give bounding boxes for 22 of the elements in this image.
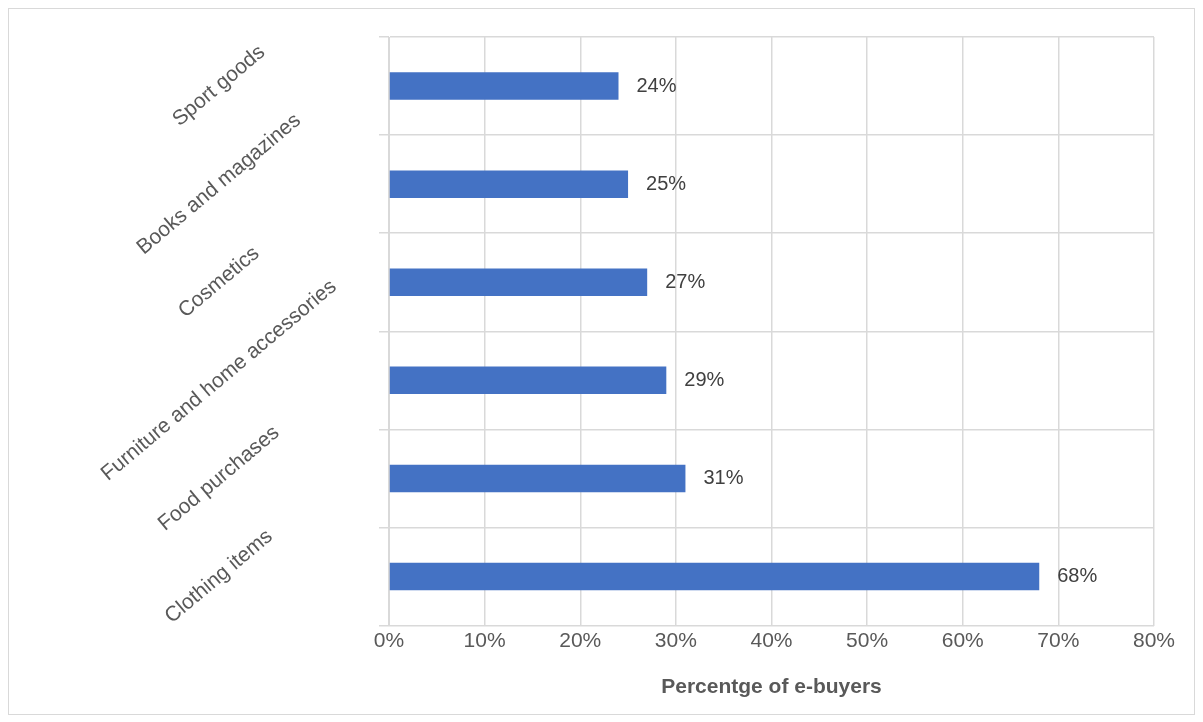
data-label: 24% <box>636 73 677 96</box>
data-label: 68% <box>1057 564 1098 587</box>
x-tick-label: 40% <box>750 628 793 651</box>
x-tick-label: 80% <box>1132 628 1176 651</box>
bar <box>389 170 629 198</box>
data-label: 27% <box>665 269 706 292</box>
bar <box>389 268 648 296</box>
x-tick-label: 50% <box>846 628 889 651</box>
data-label: 29% <box>684 367 725 390</box>
x-tick-label: 70% <box>1037 628 1080 651</box>
x-tick-label: 0% <box>373 628 405 651</box>
bar <box>389 72 619 100</box>
data-label: 25% <box>646 171 687 194</box>
x-tick-label: 60% <box>941 628 984 651</box>
bar <box>389 366 667 395</box>
x-tick-label: 20% <box>559 628 602 651</box>
x-axis-title: Percentge of e-buyers <box>661 674 882 698</box>
x-tick-label: 30% <box>654 628 697 651</box>
bar <box>389 562 1040 591</box>
bar <box>389 464 686 493</box>
x-tick-label: 10% <box>463 628 506 651</box>
data-label: 31% <box>703 465 744 488</box>
